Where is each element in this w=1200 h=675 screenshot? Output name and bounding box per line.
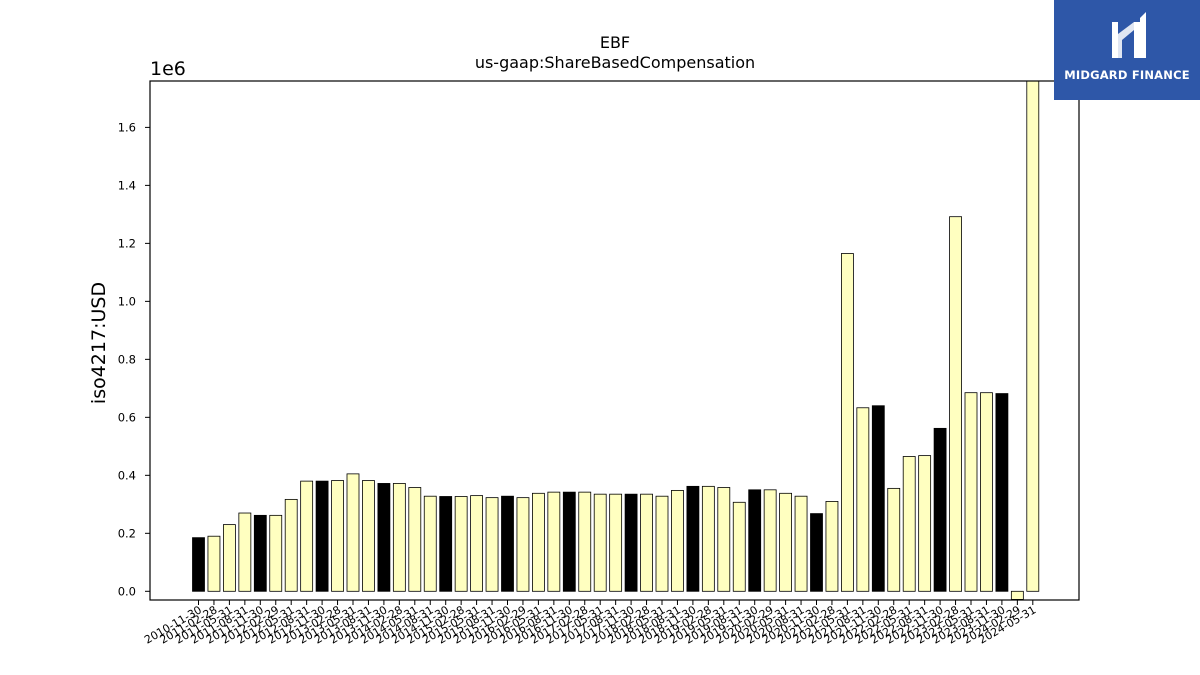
y-tick-label: 1.0 [118,294,136,308]
y-tick-label: 0.0 [118,584,136,598]
bar-2012-02-29 [269,514,283,592]
bar-2010-11-30 [192,537,205,592]
bar-2021-05-31 [841,253,854,592]
bar-2019-11-30 [748,489,762,592]
y-tick-label: 1.4 [118,178,136,192]
bar-2015-02-28 [454,496,468,592]
chart-title: EBF [600,33,630,52]
bar-2022-08-31 [918,455,932,592]
bar-2023-05-31 [964,392,978,592]
bar-2011-02-28 [207,535,221,592]
y-axis-label: iso4217:USD [88,282,110,404]
bar-2012-05-31 [284,498,298,592]
bar-2017-08-31 [609,493,623,592]
bar-2013-05-31 [346,473,360,592]
bar-2018-11-30 [686,485,700,592]
bar-2014-11-30 [439,496,453,592]
bar-2023-11-30 [995,393,1009,592]
bar-2014-02-28 [392,483,406,592]
bar-2016-02-29 [516,497,530,592]
bar-2015-08-31 [485,497,499,592]
bar-series [192,80,1040,600]
bar-2021-11-30 [871,405,885,592]
y-tick-label: 0.6 [118,410,136,424]
bar-2024-05-31 [1026,80,1040,592]
bar-2017-02-28 [578,491,592,592]
bar-2013-02-28 [331,480,344,592]
bar-2012-11-30 [315,480,329,592]
bar-2020-08-31 [794,495,808,592]
chart-subtitle: us-gaap:ShareBasedCompensation [475,53,755,72]
y-tick-label: 0.8 [118,352,136,366]
y-tick-label: 0.2 [118,526,136,540]
bar-2011-11-30 [253,514,267,592]
bar-2014-08-31 [423,495,437,592]
y-scale-label: 1e6 [150,58,186,80]
bar-2017-05-31 [593,493,607,592]
bar-2021-08-31 [856,407,870,592]
bar-2020-02-29 [763,489,777,592]
bar-2022-11-30 [933,427,947,592]
bar-2021-02-28 [825,501,839,592]
brand-name: MIDGARD FINANCE [1064,68,1190,82]
brand-logo: MIDGARD FINANCE [1054,0,1200,100]
bar-2017-11-30 [624,493,638,592]
plot-frame [149,80,1080,601]
bar-2019-02-28 [701,485,715,592]
bar-2011-05-31 [222,524,236,592]
bar-2015-05-31 [470,495,484,592]
bar-2018-02-28 [640,493,653,592]
bar-2018-08-31 [671,489,684,592]
bar-2016-11-30 [562,491,576,592]
bar-2013-08-31 [362,480,375,592]
bar-2016-05-31 [532,492,545,592]
bar-2014-05-31 [408,487,422,592]
x-axis-ticks: 2010-11-302011-02-282011-05-312011-08-31… [142,600,1038,647]
midgard-logo-icon [1112,12,1146,58]
bar-2019-08-31 [732,501,746,592]
bar-2023-02-28 [949,216,962,592]
bar-2013-11-30 [377,483,391,592]
bar-2023-08-31 [980,392,993,592]
bar-2020-11-30 [810,513,823,592]
bar-2012-08-31 [300,480,314,592]
bar-2022-02-28 [887,487,901,592]
y-axis-ticks: 0.0 0.2 0.4 0.6 0.8 1.0 1.2 1.4 1.6 [118,120,150,598]
bar-2018-05-31 [655,495,669,592]
bar-2011-08-31 [238,512,252,592]
y-tick-label: 1.2 [118,236,136,250]
y-tick-label: 1.6 [118,120,136,134]
bar-2016-08-31 [547,491,561,592]
bar-2015-11-30 [501,495,514,592]
bar-2022-05-31 [902,456,916,592]
bar-2019-05-31 [717,487,731,592]
y-tick-label: 0.4 [118,468,136,482]
bar-2024-02-29 [1010,590,1024,600]
bar-2020-05-31 [779,492,792,592]
